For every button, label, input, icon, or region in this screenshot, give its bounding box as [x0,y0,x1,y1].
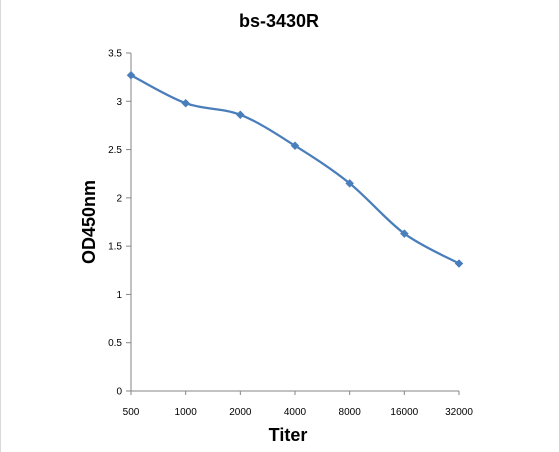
x-axis-title: Titer [269,425,308,445]
y-tick-label: 1.5 [108,242,122,253]
x-tick-label: 1000 [175,407,198,418]
data-point-marker [235,110,245,120]
data-point-marker [345,179,355,188]
x-tick-label: 4000 [284,407,307,418]
x-axis: 500 1000 2000 4000 8000 16000 32000 [123,390,473,418]
data-point-marker [126,70,136,80]
x-tick-label: 32000 [445,407,473,418]
series-line [130,74,460,265]
data-point-marker [290,141,300,151]
x-tick-label: 8000 [339,407,362,418]
y-tick-label: 3 [116,97,122,108]
y-tick-label: 1 [116,290,122,301]
series-layer [126,70,464,268]
x-tick-label: 2000 [229,407,252,418]
data-point-marker [399,229,409,238]
y-tick-label: 0.5 [108,338,122,349]
y-tick-label: 2 [116,193,122,204]
x-tick-label: 500 [123,407,140,418]
x-tick-label: 16000 [390,407,418,418]
frame-left-edge [0,0,1,452]
data-point-marker [181,98,191,108]
data-point-marker [454,259,464,268]
y-tick-label: 0 [116,387,122,398]
y-tick-label: 3.5 [108,49,122,60]
y-tick-label: 2.5 [108,145,122,156]
chart-title: bs-3430R [239,11,319,31]
y-axis-title: OD450nm [79,180,99,264]
y-axis: 0 0.5 1 1.5 2 2.5 3 3.5 [108,49,132,398]
